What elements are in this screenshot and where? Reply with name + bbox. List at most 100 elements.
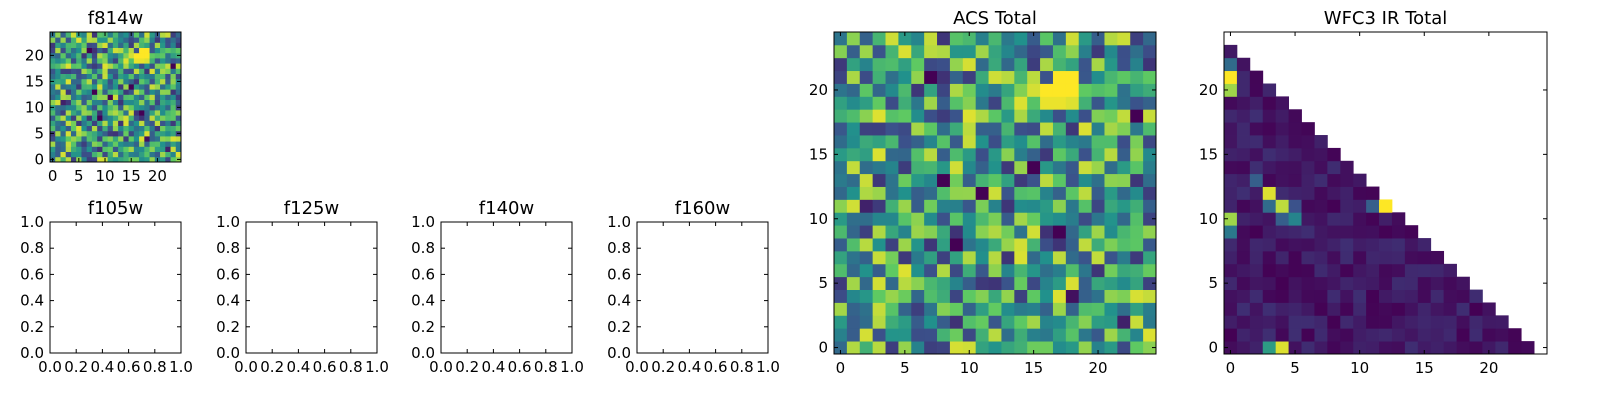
- heatmap-cell: [1482, 328, 1496, 342]
- heatmap-cell: [975, 57, 989, 72]
- heatmap-cell: [1314, 302, 1328, 316]
- heatmap-cell: [937, 276, 951, 290]
- heatmap-cell: [975, 250, 989, 265]
- heatmap-cell: [65, 63, 72, 69]
- heatmap-cell: [65, 125, 72, 132]
- heatmap-cell: [1495, 341, 1509, 355]
- heatmap-cell: [154, 136, 161, 142]
- heatmap-cell: [1430, 250, 1445, 265]
- heatmap-cell: [1014, 341, 1028, 355]
- heatmap-cell: [154, 110, 161, 116]
- heatmap-cell: [1117, 122, 1131, 136]
- y-tick-label: 0.0: [20, 344, 44, 362]
- heatmap-cell: [139, 52, 145, 59]
- heatmap-cell: [1236, 289, 1251, 303]
- heatmap-cell: [1052, 341, 1067, 355]
- heatmap-cell: [1027, 225, 1041, 239]
- heatmap-cell: [1052, 135, 1067, 149]
- heatmap-cell: [1052, 289, 1067, 303]
- heatmap-cell: [128, 84, 135, 90]
- heatmap-cell: [885, 186, 899, 200]
- heatmap-cell: [97, 110, 103, 116]
- heatmap-cell: [81, 115, 88, 121]
- heatmap-cell: [911, 96, 925, 110]
- heatmap-cell: [1366, 238, 1380, 252]
- heatmap-cell: [1117, 135, 1131, 149]
- heatmap-cell: [1001, 199, 1015, 213]
- x-tick-label: 0: [48, 167, 58, 185]
- heatmap-cell: [91, 73, 98, 80]
- heatmap-cell: [937, 70, 951, 84]
- heatmap-cell: [160, 120, 166, 126]
- heatmap-cell: [154, 68, 161, 74]
- heatmap-cell: [65, 84, 72, 90]
- heatmap-cell: [1104, 135, 1118, 149]
- heatmap-cell: [1040, 135, 1054, 149]
- x-tick-label: 0.6: [704, 358, 728, 376]
- heatmap-cell: [1065, 225, 1080, 239]
- heatmap-cell: [1249, 328, 1264, 342]
- heatmap-cell: [102, 78, 109, 85]
- heatmap-cell: [55, 63, 61, 69]
- heatmap-cell: [834, 263, 848, 278]
- heatmap-cell: [1417, 238, 1432, 252]
- heatmap-cell: [1469, 328, 1483, 342]
- heatmap-cell: [1249, 263, 1264, 278]
- heatmap-cell: [107, 58, 114, 64]
- y-tick-label: 15: [809, 145, 828, 163]
- x-tick-label: 0.4: [481, 358, 505, 376]
- heatmap-cell: [160, 94, 166, 100]
- heatmap-cell: [1091, 122, 1105, 136]
- heatmap-cell: [1366, 328, 1380, 342]
- heatmap-cell: [112, 47, 119, 54]
- heatmap-cell: [1001, 289, 1015, 303]
- heatmap-cell: [1065, 328, 1080, 342]
- heatmap-cell: [1224, 199, 1238, 213]
- heatmap-cell: [885, 263, 899, 278]
- heatmap-cell: [1040, 70, 1054, 84]
- heatmap-cell: [1288, 135, 1302, 149]
- heatmap-cell: [60, 84, 67, 90]
- heatmap-cell: [118, 89, 124, 95]
- heatmap-cell: [1224, 315, 1238, 329]
- heatmap-cell: [1078, 109, 1092, 123]
- heatmap-cell: [107, 68, 114, 74]
- heatmap-cell: [962, 160, 977, 175]
- y-tick-label: 0.6: [607, 265, 631, 283]
- heatmap-cell: [160, 99, 166, 106]
- heatmap-cell: [975, 302, 989, 316]
- heatmap-cell: [1143, 186, 1157, 200]
- heatmap-cell: [975, 238, 989, 252]
- heatmap-cell: [133, 136, 140, 142]
- x-tick-label: 0.2: [260, 358, 284, 376]
- heatmap-cell: [898, 225, 912, 239]
- heatmap-cell: [1262, 109, 1277, 123]
- heatmap-cell: [1001, 57, 1015, 72]
- heatmap-cell: [149, 84, 156, 90]
- heatmap-cell: [102, 94, 109, 100]
- heatmap-cell: [911, 147, 925, 162]
- panel-title: f105w: [88, 198, 143, 219]
- heatmap-cell: [149, 136, 156, 142]
- heatmap-cell: [1327, 225, 1341, 239]
- heatmap-cell: [1040, 122, 1054, 136]
- heatmap-cell: [97, 141, 103, 147]
- heatmap-cell: [962, 83, 977, 97]
- heatmap-cell: [60, 115, 67, 121]
- heatmap-cell: [1340, 250, 1354, 265]
- heatmap-cell: [1391, 225, 1406, 239]
- heatmap-cell: [1353, 302, 1367, 316]
- heatmap-cell: [1249, 160, 1264, 175]
- heatmap-cell: [1249, 122, 1264, 136]
- x-tick-label: 1.0: [560, 358, 584, 376]
- x-tick-label: 1.0: [756, 358, 780, 376]
- heatmap-cell: [1143, 83, 1157, 97]
- heatmap-cell: [1130, 160, 1144, 175]
- heatmap-cell: [1404, 250, 1419, 265]
- heatmap-cell: [1249, 212, 1264, 226]
- heatmap-cell: [1014, 32, 1028, 46]
- heatmap-cell: [911, 109, 925, 123]
- heatmap-cell: [962, 199, 977, 213]
- heatmap-cell: [1104, 96, 1118, 110]
- heatmap-cell: [924, 57, 938, 72]
